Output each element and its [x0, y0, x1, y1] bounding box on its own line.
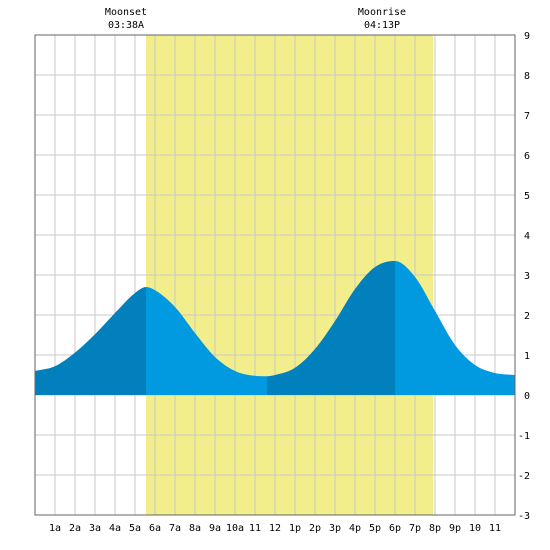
x-tick-label: 5a: [129, 523, 141, 534]
x-tick-label: 9a: [209, 523, 221, 534]
y-tick-label: 1: [524, 351, 530, 362]
y-tick-label: 6: [524, 151, 530, 162]
x-tick-label: 1p: [289, 523, 301, 534]
x-tick-label: 6p: [389, 523, 401, 534]
y-tick-label: -3: [518, 511, 530, 522]
x-tick-label: 11: [249, 523, 261, 534]
x-tick-label: 2p: [309, 523, 321, 534]
x-tick-label: 11: [489, 523, 501, 534]
tide-area-falling: [395, 261, 515, 395]
x-tick-label: 2a: [69, 523, 81, 534]
x-tick-label: 8p: [429, 523, 441, 534]
moonset-label: Moonset: [105, 7, 147, 18]
tide-area-falling: [146, 287, 267, 395]
y-tick-label: 2: [524, 311, 530, 322]
x-tick-label: 10: [469, 523, 481, 534]
y-tick-label: 9: [524, 31, 530, 42]
x-tick-label: 9p: [449, 523, 461, 534]
moonrise-label: Moonrise: [358, 7, 406, 18]
x-tick-label: 7a: [169, 523, 181, 534]
y-tick-label: -2: [518, 471, 530, 482]
x-tick-label: 4a: [109, 523, 121, 534]
x-tick-label: 1a: [49, 523, 61, 534]
plot-frame: [34, 34, 516, 516]
tide-area-rising: [267, 261, 395, 395]
tide-area-rising: [35, 287, 146, 395]
y-tick-label: -1: [518, 431, 530, 442]
y-tick-label: 0: [524, 391, 530, 402]
y-tick-label: 5: [524, 191, 530, 202]
x-tick-label: 5p: [369, 523, 381, 534]
x-tick-label: 10a: [226, 523, 244, 534]
x-tick-label: 6a: [149, 523, 161, 534]
x-tick-label: 3p: [329, 523, 341, 534]
y-tick-label: 8: [524, 71, 530, 82]
x-tick-label: 4p: [349, 523, 361, 534]
y-tick-label: 7: [524, 111, 530, 122]
x-tick-label: 3a: [89, 523, 101, 534]
x-tick-label: 8a: [189, 523, 201, 534]
moonrise-time: 04:13P: [364, 20, 400, 31]
moonset-time: 03:38A: [108, 20, 144, 31]
y-tick-label: 4: [524, 231, 530, 242]
x-tick-label: 7p: [409, 523, 421, 534]
y-tick-label: 3: [524, 271, 530, 282]
x-tick-label: 12: [269, 523, 281, 534]
